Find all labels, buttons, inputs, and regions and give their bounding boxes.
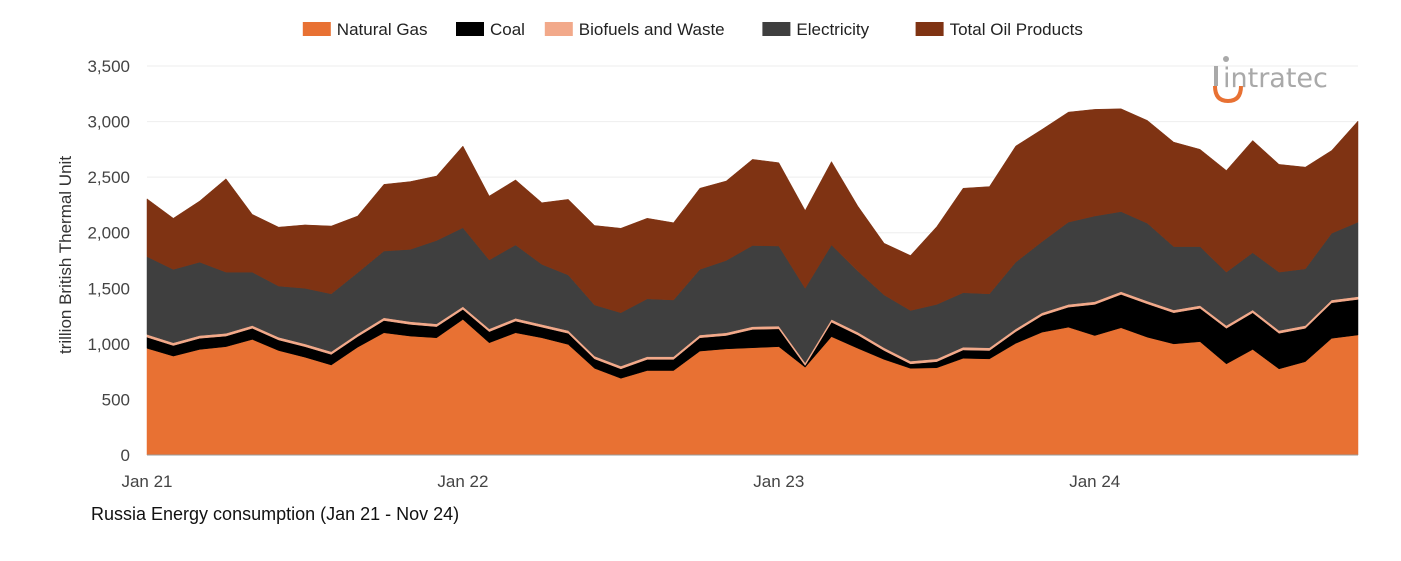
legend-label-total-oil-products: Total Oil Products	[950, 20, 1083, 39]
stacked-areas	[146, 108, 1359, 456]
y-tick-label: 0	[121, 446, 130, 465]
area-total-oil-products	[146, 108, 1359, 314]
legend-swatch-biofuels-and-waste	[544, 22, 573, 36]
legend-label-electricity: Electricity	[796, 20, 869, 39]
x-tick-label: Jan 21	[121, 472, 172, 491]
legend-label-biofuels-and-waste: Biofuels and Waste	[579, 20, 725, 39]
chart-caption: Russia Energy consumption (Jan 21 - Nov …	[91, 504, 459, 524]
intratec-logo-text: intratec	[1223, 63, 1328, 94]
legend-label-natural-gas: Natural Gas	[337, 20, 428, 39]
legend-swatch-electricity	[762, 22, 791, 36]
legend-label-coal: Coal	[490, 20, 525, 39]
legend-swatch-natural-gas	[302, 22, 331, 36]
intratec-logo: intratec	[1213, 56, 1328, 104]
y-tick-label: 2,000	[87, 224, 130, 243]
y-tick-label: 2,500	[87, 168, 130, 187]
y-axis-ticks: 0 500 1,000 1,500 2,000 2,500 3,000 3,500	[87, 57, 130, 465]
x-tick-label: Jan 24	[1069, 472, 1120, 491]
y-tick-label: 1,500	[87, 279, 130, 298]
legend-swatch-coal	[456, 22, 484, 36]
intratec-logo-mark-icon	[1213, 56, 1243, 104]
legend-swatch-total-oil-products	[915, 22, 944, 36]
x-axis-ticks: Jan 21 Jan 22 Jan 23 Jan 24	[121, 472, 1120, 491]
y-tick-label: 1,000	[87, 335, 130, 354]
x-tick-label: Jan 22	[437, 472, 488, 491]
y-tick-label: 3,000	[87, 113, 130, 132]
legend: Natural Gas Coal Biofuels and Waste Electri…	[302, 20, 1083, 39]
y-axis-label: trillion British Thermal Unit	[56, 156, 75, 354]
y-tick-label: 3,500	[87, 57, 130, 76]
x-tick-label: Jan 23	[753, 472, 804, 491]
y-tick-label: 500	[102, 390, 130, 409]
